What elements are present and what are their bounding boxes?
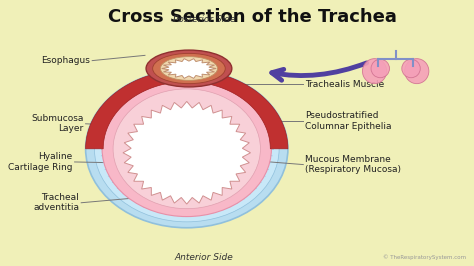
Text: Mucous Membrane
(Respiratory Mucosa): Mucous Membrane (Respiratory Mucosa): [306, 155, 401, 174]
Polygon shape: [123, 101, 251, 204]
Text: Esophagus: Esophagus: [41, 56, 90, 65]
Polygon shape: [86, 70, 288, 149]
Text: Submucosa
Layer: Submucosa Layer: [31, 114, 83, 134]
Text: Posterior Side: Posterior Side: [173, 15, 236, 24]
Ellipse shape: [160, 57, 218, 80]
Ellipse shape: [94, 76, 279, 222]
Ellipse shape: [146, 50, 232, 87]
Ellipse shape: [102, 81, 272, 217]
Text: Tracheal
adventitia: Tracheal adventitia: [33, 193, 79, 213]
Ellipse shape: [371, 59, 390, 78]
Text: Pseudostratified
Columnar Epithelia: Pseudostratified Columnar Epithelia: [306, 111, 392, 131]
Text: Lumen of
Trachea: Lumen of Trachea: [160, 142, 214, 164]
Text: Trachealis Muscle: Trachealis Muscle: [306, 80, 385, 89]
Ellipse shape: [405, 59, 429, 84]
Ellipse shape: [86, 70, 288, 228]
Ellipse shape: [363, 59, 387, 84]
Ellipse shape: [402, 59, 420, 78]
Text: Cross Section of the Trachea: Cross Section of the Trachea: [108, 8, 397, 26]
Ellipse shape: [113, 89, 260, 209]
Text: Anterior Side: Anterior Side: [175, 253, 234, 262]
Polygon shape: [162, 59, 216, 78]
Ellipse shape: [153, 53, 225, 84]
Text: Hyaline
Cartilage Ring: Hyaline Cartilage Ring: [8, 152, 73, 172]
Text: © TheRespiratorySystem.com: © TheRespiratorySystem.com: [383, 254, 466, 260]
